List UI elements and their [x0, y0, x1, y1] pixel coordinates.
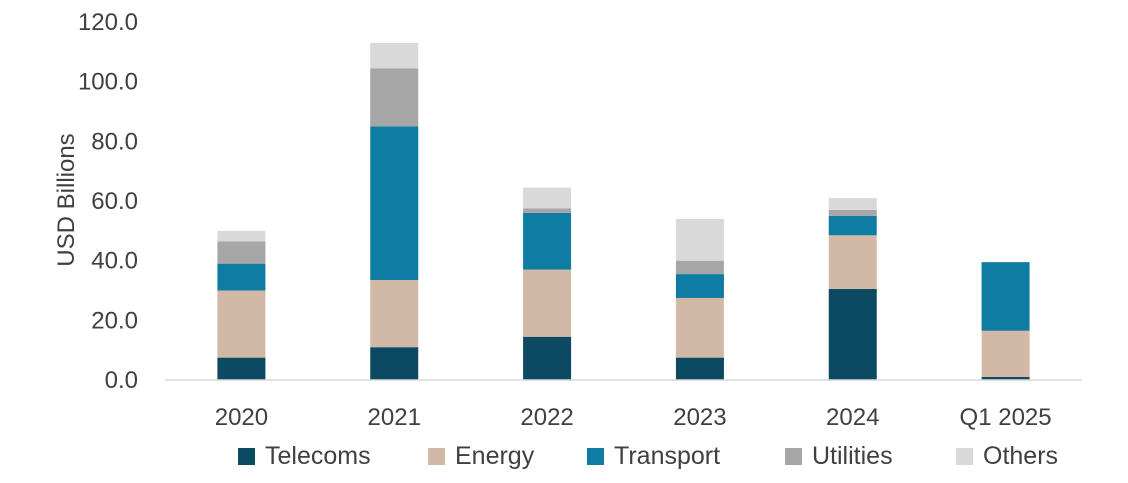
- x-tick-label: 2024: [826, 404, 879, 431]
- x-tick-label: 2022: [520, 404, 573, 431]
- legend-swatch: [238, 447, 255, 465]
- x-axis-ticks: 2020 2021 2022 2023 2024 Q1 2025: [215, 404, 1052, 431]
- bar-segment-utilities-2023: [675, 260, 724, 275]
- x-tick-label: Q1 2025: [960, 404, 1052, 431]
- bar-segment-telecoms-2023: [675, 357, 724, 380]
- bar-segment-utilities-2022: [523, 208, 572, 213]
- bar-segment-energy-2021: [370, 280, 419, 348]
- bar-segment-transport-2023: [675, 274, 724, 298]
- stacked-bar-chart: 0.0 20.0 40.0 60.0 80.0 100.0 120.0 USD Billio…: [53, 9, 1082, 431]
- bar-segment-others-2023: [675, 218, 724, 261]
- bars: [217, 42, 1030, 380]
- y-tick-label: 60.0: [91, 188, 138, 215]
- bar-segment-transport-2021: [370, 126, 419, 281]
- legend-item-others: Others: [956, 436, 1058, 476]
- bar-segment-telecoms-2024: [828, 289, 877, 380]
- bar-segment-energy-2024: [828, 235, 877, 290]
- y-tick-label: 40.0: [91, 248, 138, 275]
- bar-segment-energy-2023: [675, 297, 724, 358]
- legend-item-energy: Energy: [428, 436, 534, 476]
- bar-segment-telecoms-2022: [523, 336, 572, 380]
- legend-swatch: [956, 447, 973, 465]
- x-tick-label: 2023: [673, 404, 726, 431]
- legend-label: Telecoms: [265, 441, 371, 470]
- legend-label: Transport: [614, 441, 721, 470]
- bar-segment-telecoms-q1-2025: [981, 377, 1030, 380]
- y-tick-label: 80.0: [91, 128, 138, 155]
- bar-segment-telecoms-2021: [370, 347, 419, 380]
- bar-segment-energy-2020: [217, 290, 266, 358]
- bar-segment-energy-q1-2025: [981, 330, 1030, 378]
- x-tick-label: 2020: [215, 404, 268, 431]
- x-tick-label: 2021: [368, 404, 421, 431]
- legend-item-telecoms: Telecoms: [238, 436, 371, 476]
- bar-segment-transport-2022: [523, 212, 572, 270]
- bar-segment-utilities-2020: [217, 241, 266, 264]
- bar-segment-utilities-2024: [828, 209, 877, 216]
- y-axis-ticks: 0.0 20.0 40.0 60.0 80.0 100.0 120.0: [78, 9, 138, 394]
- y-tick-label: 0.0: [105, 367, 138, 394]
- bar-segment-transport-2024: [828, 215, 877, 236]
- bar-segment-others-2020: [217, 230, 266, 242]
- bar-segment-others-2022: [523, 187, 572, 209]
- legend-label: Others: [983, 441, 1059, 470]
- bar-segment-others-2024: [828, 198, 877, 210]
- legend-item-utilities: Utilities: [785, 436, 893, 476]
- legend-label: Energy: [455, 441, 535, 470]
- legend: Telecoms Energy Transport Utilities Others: [0, 436, 1128, 476]
- legend-item-transport: Transport: [587, 436, 720, 476]
- bar-segment-telecoms-2020: [217, 357, 266, 380]
- legend-label: Utilities: [812, 441, 893, 470]
- y-tick-label: 120.0: [78, 9, 138, 36]
- legend-swatch: [587, 447, 604, 465]
- legend-swatch: [428, 447, 445, 465]
- bar-segment-transport-2020: [217, 263, 266, 291]
- bar-segment-transport-q1-2025: [981, 262, 1030, 331]
- y-tick-label: 100.0: [78, 69, 138, 96]
- bar-segment-others-2021: [370, 42, 419, 69]
- y-axis-title: USD Billions: [53, 133, 80, 266]
- legend-swatch: [785, 447, 802, 465]
- bar-segment-energy-2022: [523, 269, 572, 337]
- bar-segment-utilities-2021: [370, 68, 419, 127]
- y-tick-label: 20.0: [91, 307, 138, 334]
